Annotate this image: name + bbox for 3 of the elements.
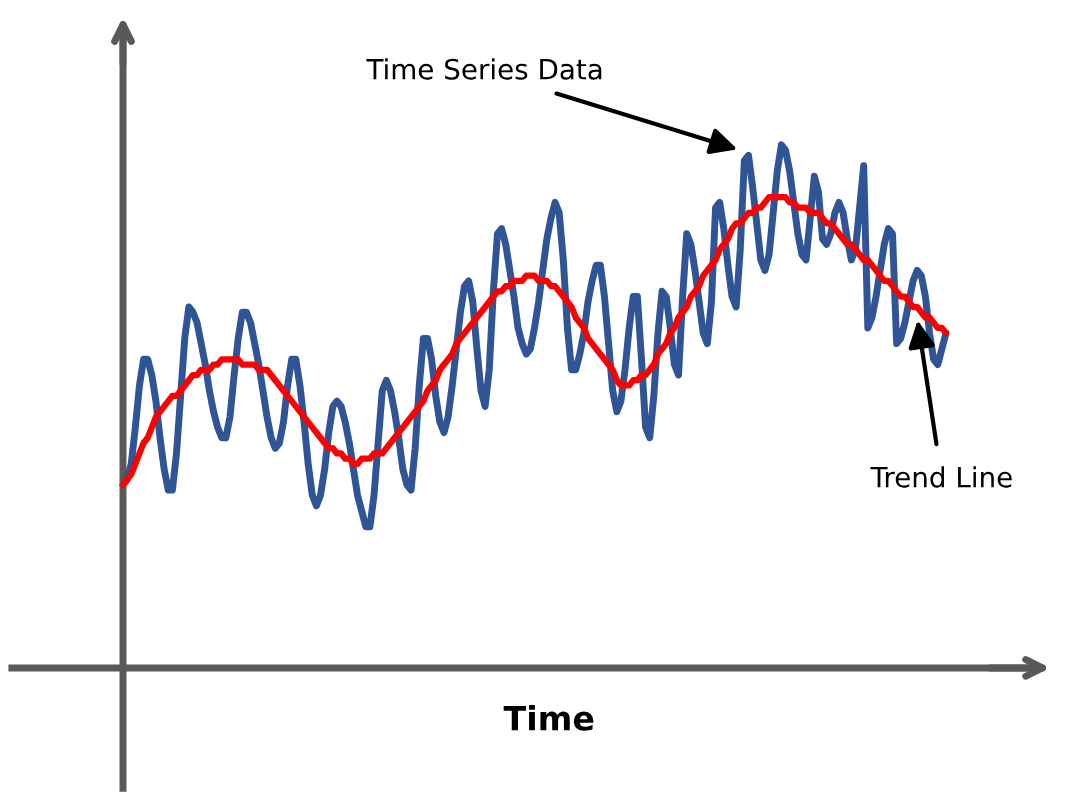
- text: Time Series Data: [366, 58, 602, 80]
- annotation: Trend Line: [870, 466, 1012, 488]
- x-axis-title: Time: [503, 704, 594, 731]
